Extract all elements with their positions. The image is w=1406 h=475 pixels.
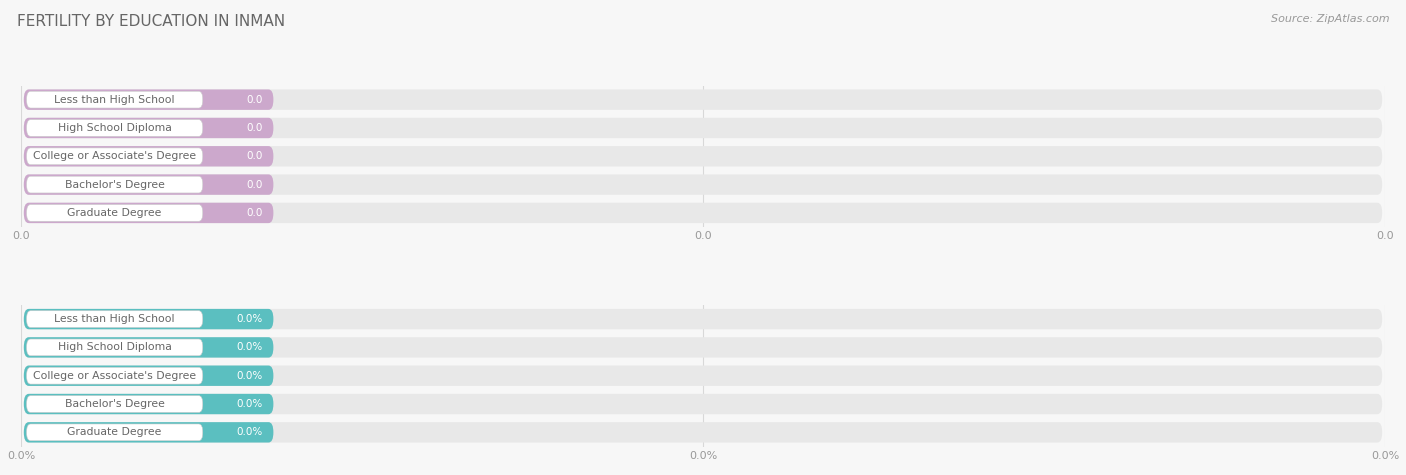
FancyBboxPatch shape — [24, 366, 273, 386]
FancyBboxPatch shape — [27, 339, 202, 356]
FancyBboxPatch shape — [24, 89, 273, 110]
FancyBboxPatch shape — [27, 176, 202, 193]
FancyBboxPatch shape — [24, 337, 273, 358]
Text: College or Associate's Degree: College or Associate's Degree — [34, 151, 197, 162]
Text: 0.0: 0.0 — [246, 180, 263, 190]
FancyBboxPatch shape — [24, 146, 1382, 166]
Text: 0.0%: 0.0% — [236, 399, 263, 409]
Text: Source: ZipAtlas.com: Source: ZipAtlas.com — [1271, 14, 1389, 24]
FancyBboxPatch shape — [27, 367, 202, 384]
FancyBboxPatch shape — [27, 91, 202, 108]
FancyBboxPatch shape — [27, 120, 202, 136]
Text: 0.0%: 0.0% — [236, 342, 263, 352]
Text: 0.0: 0.0 — [246, 123, 263, 133]
FancyBboxPatch shape — [24, 146, 273, 166]
FancyBboxPatch shape — [24, 309, 273, 329]
Text: 0.0%: 0.0% — [236, 314, 263, 324]
Text: 0.0: 0.0 — [246, 95, 263, 104]
Text: College or Associate's Degree: College or Associate's Degree — [34, 370, 197, 381]
Text: Graduate Degree: Graduate Degree — [67, 208, 162, 218]
Text: FERTILITY BY EDUCATION IN INMAN: FERTILITY BY EDUCATION IN INMAN — [17, 14, 285, 29]
Text: Less than High School: Less than High School — [55, 314, 174, 324]
FancyBboxPatch shape — [24, 203, 273, 223]
Text: High School Diploma: High School Diploma — [58, 123, 172, 133]
FancyBboxPatch shape — [24, 422, 1382, 443]
FancyBboxPatch shape — [27, 148, 202, 165]
FancyBboxPatch shape — [27, 424, 202, 441]
Text: 0.0%: 0.0% — [236, 370, 263, 381]
FancyBboxPatch shape — [24, 89, 1382, 110]
FancyBboxPatch shape — [24, 309, 1382, 329]
FancyBboxPatch shape — [24, 422, 273, 443]
FancyBboxPatch shape — [24, 394, 273, 414]
FancyBboxPatch shape — [24, 394, 1382, 414]
Text: 0.0: 0.0 — [246, 151, 263, 162]
Text: 0.0: 0.0 — [246, 208, 263, 218]
FancyBboxPatch shape — [27, 311, 202, 327]
FancyBboxPatch shape — [24, 174, 273, 195]
Text: Bachelor's Degree: Bachelor's Degree — [65, 180, 165, 190]
FancyBboxPatch shape — [24, 174, 1382, 195]
FancyBboxPatch shape — [24, 337, 1382, 358]
Text: 0.0%: 0.0% — [236, 428, 263, 437]
Text: High School Diploma: High School Diploma — [58, 342, 172, 352]
Text: Bachelor's Degree: Bachelor's Degree — [65, 399, 165, 409]
Text: Less than High School: Less than High School — [55, 95, 174, 104]
FancyBboxPatch shape — [24, 203, 1382, 223]
Text: Graduate Degree: Graduate Degree — [67, 428, 162, 437]
FancyBboxPatch shape — [27, 396, 202, 412]
FancyBboxPatch shape — [24, 118, 1382, 138]
FancyBboxPatch shape — [27, 205, 202, 221]
FancyBboxPatch shape — [24, 366, 1382, 386]
FancyBboxPatch shape — [24, 118, 273, 138]
